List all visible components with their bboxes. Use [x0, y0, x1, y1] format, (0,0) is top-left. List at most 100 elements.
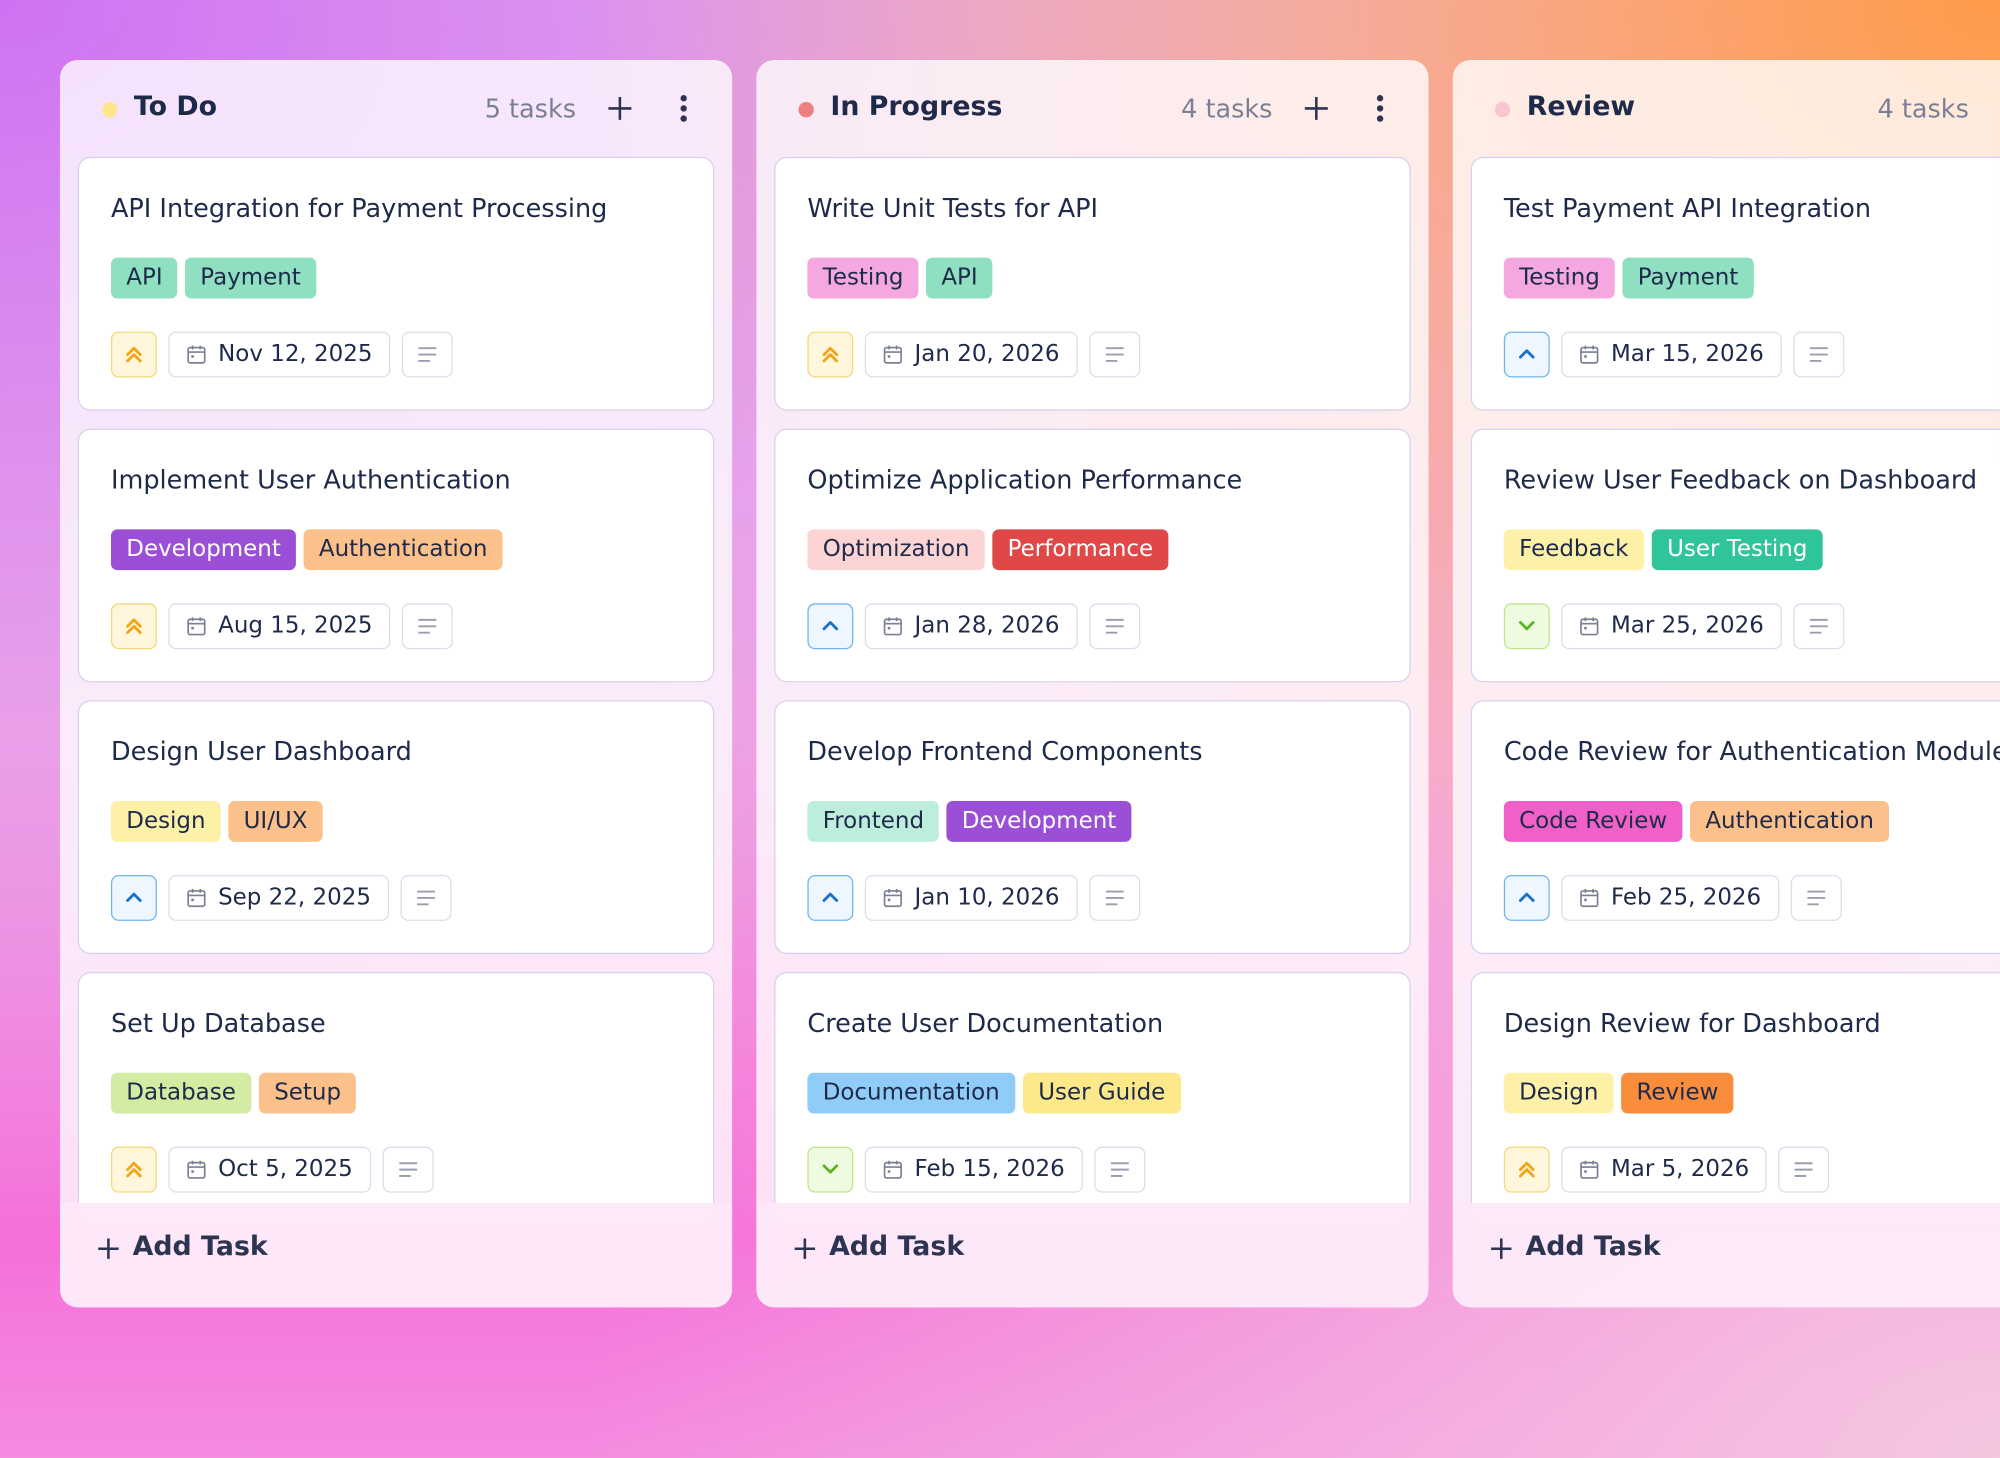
- priority-icon: [807, 331, 854, 378]
- priority-icon: [807, 874, 854, 921]
- add-button[interactable]: [605, 93, 636, 124]
- tag: Authentication: [303, 529, 503, 571]
- tag: UI/UX: [228, 801, 323, 842]
- task-card[interactable]: Test Payment API Integration Testing Payme…: [1470, 156, 2000, 411]
- tag: Frontend: [807, 801, 940, 842]
- calendar-icon: [186, 1159, 206, 1179]
- tag: Design: [1503, 1072, 1614, 1114]
- notes-button[interactable]: [401, 603, 453, 650]
- due-date: Jan 20, 2026: [914, 340, 1060, 368]
- tag: Review: [1621, 1072, 1734, 1114]
- priority-icon: [807, 1146, 854, 1193]
- due-date: Mar 5, 2026: [1610, 1155, 1750, 1183]
- due-date: Mar 25, 2026: [1610, 612, 1764, 640]
- calendar-icon: [883, 1159, 903, 1179]
- column-title: In Progress: [830, 90, 1003, 122]
- add-task-label: Add Task: [829, 1230, 965, 1262]
- add-task-label: Add Task: [1525, 1230, 1661, 1262]
- tag: Design: [110, 801, 221, 842]
- task-title: Write Unit Tests for API: [807, 192, 1099, 224]
- priority-icon: [110, 603, 157, 650]
- task-card[interactable]: Design User Dashboard Design UI/UX Sep 22, …: [77, 700, 715, 955]
- add-task-label: Add Task: [132, 1230, 268, 1262]
- task-card[interactable]: API Integration for Payment Processing AP…: [77, 156, 715, 411]
- menu-button[interactable]: [1367, 93, 1393, 124]
- status-dot: [798, 102, 814, 118]
- task-card[interactable]: Set Up Database Database Setup Oct 5, 2025: [77, 971, 715, 1226]
- menu-button[interactable]: [671, 93, 697, 124]
- column-footer: Add Task: [756, 1202, 1429, 1308]
- notes-button[interactable]: [1089, 331, 1141, 378]
- tag: API: [110, 257, 178, 299]
- notes-button[interactable]: [382, 1146, 434, 1193]
- add-task-button[interactable]: Add Task: [96, 1231, 275, 1272]
- calendar-icon: [186, 888, 206, 908]
- tag: Testing: [1503, 257, 1616, 299]
- plus-icon: [96, 1236, 122, 1262]
- notes-button[interactable]: [1790, 874, 1842, 921]
- date-box: Feb 15, 2026: [864, 1146, 1083, 1193]
- due-date: Feb 15, 2026: [914, 1155, 1065, 1183]
- add-task-button[interactable]: Add Task: [1489, 1231, 1668, 1272]
- tag: User Guide: [1022, 1072, 1181, 1114]
- add-task-button[interactable]: Add Task: [792, 1231, 971, 1272]
- plus-icon: [1489, 1236, 1515, 1262]
- task-count: 5 tasks: [484, 93, 577, 124]
- date-box: Feb 25, 2026: [1561, 874, 1780, 921]
- task-title: Implement User Authentication: [110, 464, 511, 495]
- task-card[interactable]: Design Review for Dashboard Design Review M…: [1470, 971, 2000, 1226]
- date-box: Mar 15, 2026: [1561, 331, 1782, 378]
- date-box: Nov 12, 2025: [168, 331, 391, 378]
- task-card[interactable]: Review User Feedback on Dashboard Feedbac…: [1470, 428, 2000, 683]
- tag: Performance: [992, 529, 1169, 571]
- tag: Development: [110, 529, 297, 571]
- due-date: Jan 10, 2026: [914, 883, 1060, 911]
- status-dot: [1494, 102, 1511, 118]
- date-box: Oct 5, 2025: [168, 1146, 371, 1193]
- task-card[interactable]: Implement User Authentication Development…: [77, 428, 715, 683]
- notes-button[interactable]: [400, 874, 452, 921]
- notes-button[interactable]: [401, 331, 453, 378]
- column: To Do 5 tasks API Integration for Payment …: [59, 59, 733, 1308]
- task-count: 4 tasks: [1877, 93, 1969, 124]
- task-card[interactable]: Create User Documentation Documentation Us…: [774, 971, 1411, 1226]
- tag: Optimization: [807, 529, 985, 571]
- add-button[interactable]: [1301, 93, 1332, 124]
- date-box: Sep 22, 2025: [168, 874, 389, 921]
- task-count: 4 tasks: [1181, 93, 1273, 124]
- due-date: Jan 28, 2026: [914, 612, 1060, 640]
- notes-button[interactable]: [1778, 1146, 1830, 1193]
- notes-button[interactable]: [1793, 331, 1845, 378]
- notes-button[interactable]: [1089, 874, 1141, 921]
- task-card[interactable]: Write Unit Tests for API Testing API Jan 20…: [774, 156, 1411, 411]
- notes-button[interactable]: [1089, 603, 1141, 650]
- notes-button[interactable]: [1793, 603, 1845, 650]
- calendar-icon: [883, 616, 903, 636]
- due-date: Mar 15, 2026: [1610, 340, 1764, 368]
- date-box: Jan 28, 2026: [864, 603, 1078, 650]
- task-card[interactable]: Code Review for Authentication Module Cod…: [1470, 700, 2000, 955]
- priority-icon: [110, 331, 157, 378]
- tag: Feedback: [1503, 529, 1644, 571]
- tag: Authentication: [1690, 801, 1890, 842]
- calendar-icon: [186, 616, 206, 636]
- tag: Payment: [1622, 257, 1754, 299]
- tag: API: [926, 257, 993, 299]
- priority-icon: [1503, 331, 1550, 378]
- date-box: Jan 10, 2026: [864, 874, 1078, 921]
- tag: Setup: [258, 1072, 357, 1114]
- date-box: Jan 20, 2026: [864, 331, 1078, 378]
- column-footer: Add Task: [1452, 1202, 2000, 1308]
- calendar-icon: [1579, 616, 1599, 636]
- tag: Documentation: [807, 1072, 1015, 1114]
- task-card[interactable]: Optimize Application Performance Optimiza…: [774, 428, 1411, 683]
- column: In Progress 4 tasks Write Unit Tests for A…: [756, 59, 1429, 1308]
- task-title: API Integration for Payment Processing: [110, 192, 608, 224]
- notes-button[interactable]: [1094, 1146, 1146, 1193]
- column-title: To Do: [133, 90, 218, 122]
- priority-icon: [110, 1146, 157, 1193]
- priority-icon: [807, 603, 854, 650]
- task-title: Create User Documentation: [807, 1007, 1164, 1039]
- task-card[interactable]: Develop Frontend Components Frontend Devel…: [774, 700, 1411, 955]
